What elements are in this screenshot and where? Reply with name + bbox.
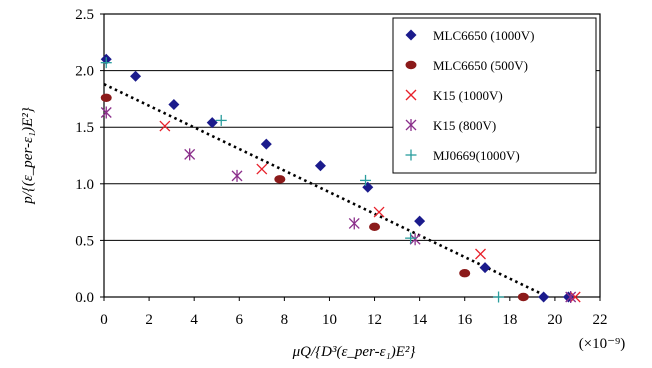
data-point-s2-4 bbox=[569, 291, 581, 303]
data-point-s1-4 bbox=[517, 292, 529, 302]
x-multiplier-label: (×10⁻⁹) bbox=[579, 336, 626, 352]
x-tick-label-5: 10 bbox=[322, 312, 337, 328]
x-tick-label-11: 22 bbox=[593, 312, 608, 328]
legend-marker-4 bbox=[405, 149, 417, 161]
series-4 bbox=[100, 57, 505, 303]
data-point-s3-5 bbox=[565, 291, 577, 303]
data-point-s1-0 bbox=[100, 93, 112, 102]
data-point-s2-2 bbox=[373, 206, 385, 218]
legend-label-4: MJ0669(1000V) bbox=[433, 148, 520, 163]
legend-label-0: MLC6650 (1000V) bbox=[433, 28, 534, 43]
legend-box bbox=[392, 17, 597, 174]
data-point-s1-3 bbox=[459, 269, 471, 278]
series-1 bbox=[100, 93, 529, 302]
legend-marker-1 bbox=[405, 60, 417, 70]
data-point-s4-0 bbox=[100, 57, 112, 69]
data-point-s0-2 bbox=[168, 99, 180, 111]
data-point-s4-4 bbox=[493, 291, 505, 303]
data-point-s3-2 bbox=[231, 169, 243, 182]
x-tick-label-4: 8 bbox=[281, 312, 289, 328]
y-tick-label-3: 1.5 bbox=[75, 120, 94, 136]
y-tick-label-2: 1.0 bbox=[75, 177, 94, 193]
y-axis-label-group: p/{(ε_per-ε₁)E²} bbox=[20, 107, 36, 205]
x-tick-label-2: 4 bbox=[190, 312, 198, 328]
data-point-s3-0 bbox=[100, 106, 112, 119]
data-point-s0-5 bbox=[314, 160, 326, 172]
x-tick-label-0: 0 bbox=[100, 312, 108, 328]
series-3 bbox=[100, 106, 577, 303]
data-point-s3-1 bbox=[184, 148, 196, 161]
data-point-s0-9 bbox=[538, 291, 550, 303]
legend-label-2: K15 (1000V) bbox=[433, 88, 503, 103]
legend-marker-2 bbox=[405, 89, 417, 101]
legend-label-3: K15 (800V) bbox=[433, 118, 496, 133]
data-point-s0-7 bbox=[414, 215, 426, 227]
x-tick-label-8: 16 bbox=[457, 312, 473, 328]
data-point-s4-1 bbox=[215, 114, 227, 126]
plot-area: 0.0 0.5 1.0 1.5 2.0 2.5 0 2 4 6 8 10 12 14 16 18 20 22 μQ/… bbox=[20, 7, 625, 360]
data-point-s1-1 bbox=[274, 175, 286, 184]
x-tick-label-6: 12 bbox=[367, 312, 382, 328]
data-point-s0-10 bbox=[562, 291, 574, 303]
x-tick-label-9: 18 bbox=[502, 312, 517, 328]
y-axis-label: p/{(ε_per-ε₁)E²} bbox=[20, 107, 36, 205]
legend-marker-0 bbox=[405, 29, 417, 41]
y-tick-label-5: 2.5 bbox=[75, 7, 94, 23]
x-tick-label-10: 20 bbox=[547, 312, 562, 328]
legend-marker-3 bbox=[405, 119, 417, 131]
data-point-s0-3 bbox=[206, 117, 218, 129]
y-tick-label-0: 0.0 bbox=[75, 290, 94, 306]
data-point-s4-2 bbox=[360, 174, 372, 186]
x-axis-label: μQ/{D³(ε_per-ε₁)E²} bbox=[292, 344, 416, 360]
data-point-s1-2 bbox=[369, 222, 381, 232]
data-point-s4-3 bbox=[405, 232, 417, 244]
data-point-s2-3 bbox=[475, 248, 486, 260]
data-point-s2-1 bbox=[256, 163, 268, 175]
trendline bbox=[103, 83, 549, 299]
data-point-s3-3 bbox=[348, 217, 360, 230]
x-tick-label-7: 14 bbox=[412, 312, 428, 328]
data-point-s0-4 bbox=[260, 138, 272, 150]
series-2 bbox=[159, 120, 581, 303]
data-point-s2-0 bbox=[159, 120, 171, 132]
y-tick-label-1: 0.5 bbox=[75, 233, 94, 249]
y-tick-label-4: 2.0 bbox=[75, 64, 94, 80]
plot-frame bbox=[103, 13, 601, 298]
legend-label-1: MLC6650 (500V) bbox=[433, 58, 528, 73]
data-point-s0-1 bbox=[130, 70, 142, 82]
data-point-s3-4 bbox=[409, 233, 421, 246]
x-tick-label-3: 6 bbox=[236, 312, 244, 328]
data-point-s0-8 bbox=[479, 262, 491, 274]
x-tick-label-1: 2 bbox=[145, 312, 153, 328]
legend: MLC6650 (1000V) MLC6650 (500V) K15 (1000V)… bbox=[392, 17, 597, 174]
